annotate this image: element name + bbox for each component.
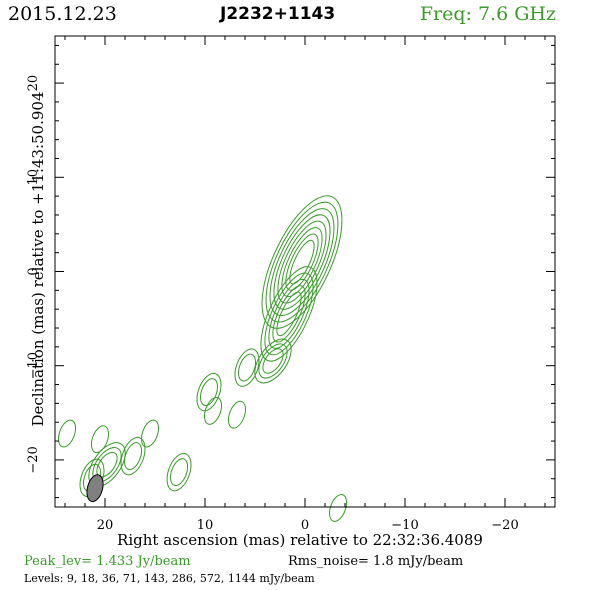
source-name: J2232+1143 — [220, 4, 336, 24]
contour-8-level-0 — [141, 419, 160, 448]
contour-2-level-2 — [262, 348, 284, 374]
y-tick-label: 20 — [26, 75, 41, 92]
beam-group — [86, 474, 104, 503]
contour-0-level-0 — [261, 195, 343, 329]
contour-1-level-4 — [276, 291, 302, 337]
contour-13-level-0 — [90, 425, 109, 454]
contour-9-level-1 — [124, 442, 143, 471]
contour-3-level-0 — [234, 348, 260, 387]
contour-0-level-6 — [285, 233, 319, 291]
rms-noise: Rms_noise= 1.8 mJy/beam — [288, 554, 464, 569]
contour-0-level-7 — [289, 239, 315, 285]
beam-ellipse — [86, 474, 104, 503]
x-axis-label: Right ascension (mas) relative to 22:32:… — [117, 531, 483, 549]
contour-7-level-0 — [166, 452, 192, 492]
x-tick-label: 0 — [301, 518, 309, 533]
contour-6-level-0 — [227, 400, 247, 429]
frequency-label: Freq: 7.6 GHz — [419, 3, 556, 25]
contour-2-level-1 — [258, 343, 288, 379]
contour-0-level-5 — [281, 227, 323, 298]
contour-levels: Levels: 9, 18, 36, 71, 143, 286, 572, 11… — [24, 572, 315, 585]
y-tick-label: 0 — [26, 267, 41, 275]
contour-7-level-1 — [170, 458, 189, 487]
contour-1-level-2 — [268, 278, 310, 349]
contour-9-level-0 — [120, 436, 146, 476]
x-tick-label: −20 — [491, 518, 518, 533]
x-tick-label: 10 — [197, 518, 214, 533]
contour-0-level-4 — [277, 220, 327, 304]
contour-5-level-0 — [203, 397, 223, 425]
y-tick-label: 10 — [26, 169, 41, 186]
y-tick-label: −10 — [26, 352, 41, 379]
y-axis-label: Declination (mas) relative to +11:43:50.… — [29, 91, 47, 427]
peak-level: Peak_lev= 1.433 Jy/beam — [24, 554, 191, 569]
contour-1-level-0 — [260, 266, 318, 362]
contour-1-level-1 — [264, 272, 314, 356]
x-tick-label: 20 — [97, 518, 114, 533]
contour-4-level-1 — [199, 378, 218, 406]
contour-3-level-1 — [237, 353, 257, 382]
observation-date: 2015.12.23 — [8, 3, 117, 25]
contour-2-level-0 — [254, 338, 292, 384]
contour-12-level-0 — [58, 419, 77, 448]
contour-group — [58, 195, 348, 522]
contour-4-level-0 — [196, 372, 222, 412]
axis-ticks: 20 10 0 −10 −20 20 10 0 −10 −20 — [26, 36, 555, 533]
contour-1-level-3 — [272, 285, 306, 343]
y-tick-label: −20 — [26, 446, 41, 473]
contour-14-level-0 — [329, 494, 348, 522]
x-tick-label: −10 — [391, 518, 418, 533]
